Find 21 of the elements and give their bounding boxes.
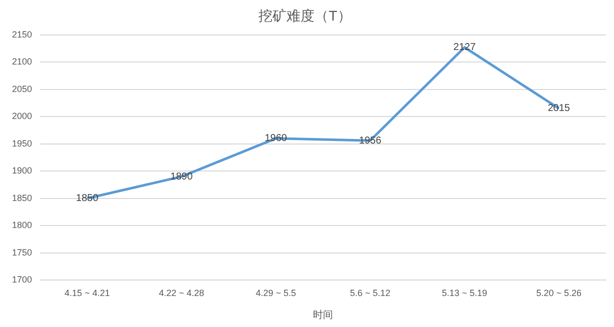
- x-tick-label: 5.13 ~ 5.19: [442, 288, 488, 298]
- y-tick-label: 1900: [12, 166, 32, 176]
- y-tick-label: 2100: [12, 56, 32, 67]
- y-tick-label: 1800: [12, 220, 32, 230]
- y-tick-label: 2050: [12, 84, 32, 94]
- y-tick-label: 1750: [12, 247, 32, 258]
- x-tick-label: 4.15 ~ 4.21: [64, 288, 110, 298]
- x-axis-title: 时间: [313, 308, 334, 321]
- data-label: 1850: [76, 193, 99, 204]
- y-tick-label: 2150: [12, 29, 32, 40]
- x-tick-label: 4.22 ~ 4.28: [158, 288, 204, 298]
- y-tick-label: 1700: [12, 274, 32, 285]
- data-label: 2015: [548, 103, 570, 114]
- data-label: 2127: [453, 42, 476, 54]
- y-tick-label: 1950: [12, 138, 32, 148]
- x-tick-label: 5.6 ~ 5.12: [350, 288, 390, 298]
- x-tick-label: 4.29 ~ 5.5: [256, 288, 296, 298]
- x-tick-label: 5.20 ~ 5.26: [536, 288, 582, 298]
- y-tick-label: 1850: [12, 192, 32, 203]
- chart-title: 挖矿难度（T）: [258, 7, 352, 24]
- y-tick-label: 2000: [12, 111, 32, 122]
